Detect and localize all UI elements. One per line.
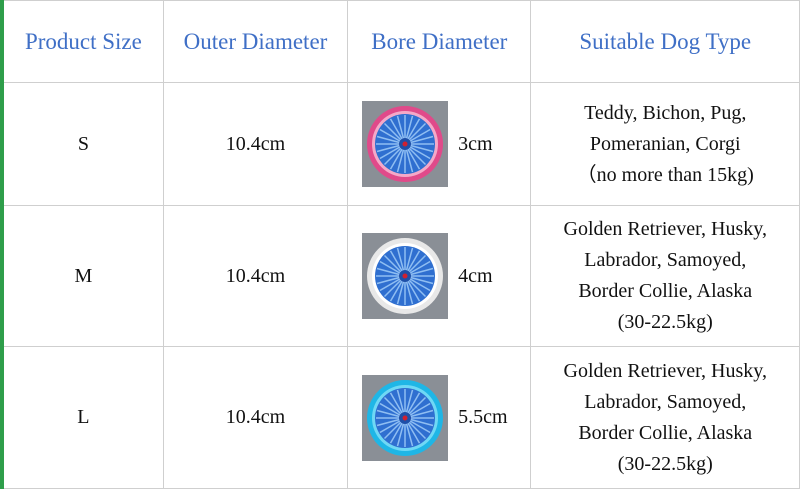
- size-cell: M: [1, 205, 164, 347]
- bore-cell: 4cm: [347, 205, 532, 347]
- dog-line: Teddy, Bichon, Pug,: [584, 101, 747, 124]
- header-row: Product Size Outer Diameter Bore Diamete…: [1, 0, 800, 83]
- body-row: S 10.4cm 3cm Teddy, Bichon, Pug, Pomeranian,…: [1, 82, 800, 206]
- bore-wrap: 4cm: [348, 233, 530, 319]
- dog-cell: Golden Retriever, Husky, Labrador, Samoye…: [530, 346, 800, 489]
- bore-wrap: 3cm: [348, 101, 530, 187]
- body-row: L 10.4cm 5.5cm Golden Retriever, Husky, Labr…: [1, 346, 800, 489]
- dog-line: Pomeranian, Corgi: [589, 132, 741, 155]
- body-row: M 10.4cm 4cm Golden Retriever, Husky, Labrad…: [1, 205, 800, 347]
- dog-line: Border Collie, Alaska: [578, 280, 753, 302]
- dog-line: Golden Retriever, Husky,: [563, 359, 767, 382]
- outer-cell: 10.4cm: [162, 346, 349, 489]
- dog-line: （no more than 15kg): [576, 163, 754, 186]
- dog-line: (30-22.5kg): [617, 452, 713, 475]
- product-photo: [362, 101, 449, 187]
- product-photo: [362, 374, 449, 461]
- header-cell: Product Size: [1, 0, 164, 83]
- dog-cell: Golden Retriever, Husky, Labrador, Samoye…: [530, 205, 800, 347]
- size-cell: L: [1, 346, 164, 489]
- size-cell: S: [1, 82, 164, 206]
- bore-wrap: 5.5cm: [348, 374, 530, 461]
- dog-line: Labrador, Samoyed,: [584, 390, 747, 413]
- dog-line: (30-22.5kg): [617, 311, 713, 333]
- header-cell: Bore Diameter: [347, 0, 532, 83]
- header-cell: Outer Diameter: [162, 0, 349, 83]
- dog-line: Golden Retriever, Husky,: [563, 218, 767, 240]
- bore-cell: 3cm: [347, 82, 532, 206]
- bore-value: 5.5cm: [458, 406, 508, 428]
- bore-cell: 5.5cm: [347, 346, 532, 489]
- bore-value: 4cm: [458, 264, 493, 287]
- header-cell: Suitable Dog Type: [530, 0, 800, 83]
- dog-cell: Teddy, Bichon, Pug, Pomeranian, Corgi （no …: [530, 82, 800, 206]
- outer-cell: 10.4cm: [162, 82, 349, 206]
- dog-line: Border Collie, Alaska: [578, 421, 753, 444]
- bore-value: 3cm: [458, 132, 493, 155]
- product-photo: [362, 233, 449, 319]
- outer-cell: 10.4cm: [162, 205, 349, 347]
- dog-line: Labrador, Samoyed,: [584, 249, 747, 271]
